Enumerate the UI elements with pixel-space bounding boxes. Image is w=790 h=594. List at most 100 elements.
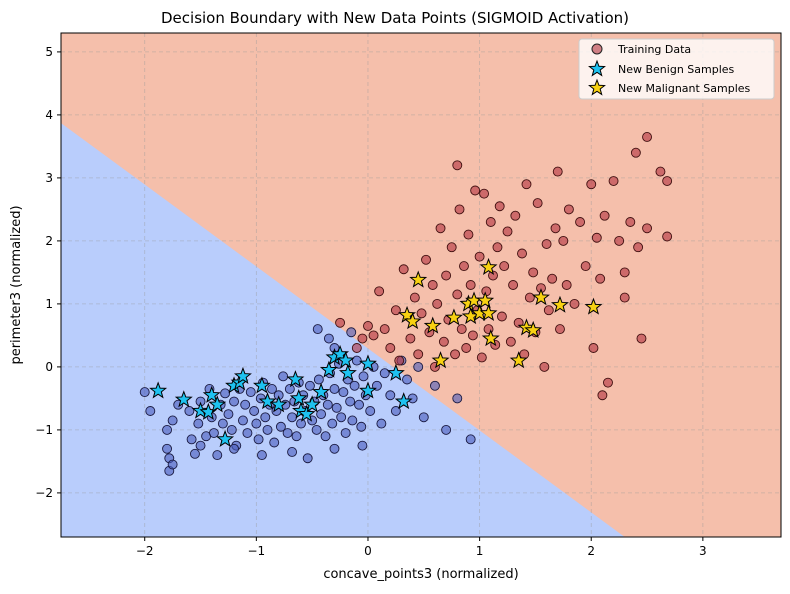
new-benign-sample — [394, 392, 413, 410]
new-benign-sample — [269, 395, 288, 413]
legend-label-new-malignant: New Malignant Samples — [618, 82, 751, 95]
training-point-benign — [242, 428, 253, 438]
training-point-benign — [452, 393, 463, 404]
training-point-malignant — [630, 147, 641, 158]
training-point-benign — [316, 409, 327, 420]
new-benign-sample — [174, 390, 193, 408]
new-benign-sample — [386, 363, 405, 381]
training-point-malignant — [390, 305, 401, 316]
training-point-benign — [229, 396, 239, 407]
training-point-benign — [336, 412, 347, 423]
legend-box — [578, 38, 775, 100]
training-point-malignant — [563, 204, 574, 215]
training-point-malignant — [580, 261, 591, 272]
training-point-malignant — [608, 176, 619, 187]
new-malignant-sample — [509, 351, 528, 369]
training-point-malignant — [569, 298, 580, 309]
training-point-benign — [376, 418, 387, 429]
training-point-malignant — [452, 289, 463, 300]
training-point-malignant — [427, 280, 438, 290]
training-point-malignant — [510, 210, 521, 221]
training-point-malignant — [351, 343, 362, 353]
training-point-benign — [407, 393, 418, 404]
x-tick-label: −2 — [136, 544, 154, 558]
legend-marker-training — [591, 43, 603, 55]
training-point-malignant — [394, 355, 405, 366]
training-point-malignant — [441, 270, 452, 281]
training-point-benign — [145, 406, 156, 416]
training-point-benign — [346, 327, 357, 338]
x-tick-label: 1 — [476, 544, 484, 558]
training-point-malignant — [379, 324, 390, 335]
training-point-benign — [184, 406, 195, 416]
training-point-benign — [349, 380, 360, 391]
new-benign-sample — [286, 370, 305, 388]
training-point-malignant — [517, 248, 527, 259]
training-point-benign — [358, 371, 369, 382]
training-point-malignant — [499, 261, 510, 272]
legend-star-benign — [588, 59, 606, 77]
legend: Training Data New Benign Samples New Mal… — [578, 38, 775, 100]
training-point-benign — [413, 361, 424, 372]
training-point-benign — [323, 333, 334, 344]
training-point-benign — [262, 424, 273, 435]
new-malignant-sample — [423, 316, 442, 334]
training-point-malignant — [450, 349, 460, 360]
y-tick-label: −1 — [35, 423, 53, 437]
training-point-malignant — [474, 251, 485, 262]
x-axis: −2 −1 0 1 2 3 — [136, 537, 707, 558]
new-malignant-sample — [479, 257, 498, 275]
training-point-malignant — [528, 267, 539, 278]
new-benign-sample — [216, 429, 235, 447]
training-point-malignant — [558, 235, 569, 246]
y-tick-label: 5 — [45, 45, 53, 59]
training-point-malignant — [374, 286, 385, 297]
training-point-malignant — [459, 261, 469, 272]
training-point-malignant — [642, 223, 652, 234]
training-point-malignant — [552, 166, 563, 177]
training-point-malignant — [521, 179, 532, 190]
training-point-malignant — [465, 280, 476, 290]
training-point-benign — [357, 440, 368, 451]
training-point-benign — [238, 415, 248, 426]
training-point-malignant — [492, 242, 503, 253]
training-point-benign — [418, 412, 429, 423]
y-tick-label: 1 — [45, 297, 53, 311]
training-point-malignant — [409, 292, 420, 303]
training-point-benign — [284, 384, 295, 394]
legend-star-malignant — [588, 78, 606, 96]
training-point-benign — [260, 412, 271, 423]
training-point-benign — [347, 415, 358, 426]
new-benign-sample — [359, 354, 377, 372]
new-malignant-sample — [403, 312, 422, 330]
training-point-malignant — [398, 264, 409, 275]
training-point-benign — [296, 418, 306, 429]
training-point-benign — [365, 406, 376, 416]
training-point-malignant — [494, 201, 505, 212]
legend-label-new-benign: New Benign Samples — [618, 63, 735, 76]
new-benign-sample — [202, 385, 221, 403]
training-point-malignant — [463, 229, 474, 240]
training-point-benign — [329, 443, 340, 454]
training-point-benign — [256, 450, 267, 461]
x-tick-label: 3 — [699, 544, 707, 558]
training-point-malignant — [550, 223, 561, 234]
training-point-benign — [313, 374, 324, 385]
training-point-malignant — [456, 324, 467, 335]
y-tick-label: 3 — [45, 171, 53, 185]
new-malignant-sample — [479, 303, 498, 321]
plot-frame — [60, 32, 782, 538]
training-point-malignant — [479, 188, 490, 199]
training-point-malignant — [438, 336, 449, 347]
training-point-benign — [186, 434, 197, 445]
new-benign-sample — [319, 360, 338, 378]
training-point-benign — [304, 380, 315, 391]
training-point-benign — [139, 387, 150, 398]
x-axis-label: concave_points3 (normalized) — [323, 567, 518, 582]
y-axis: −2 −1 0 1 2 3 4 5 — [35, 45, 61, 500]
training-point-benign — [354, 399, 364, 410]
training-point-malignant — [452, 160, 463, 171]
training-point-benign — [217, 418, 228, 429]
training-point-malignant — [541, 239, 552, 250]
training-point-benign — [356, 421, 367, 432]
